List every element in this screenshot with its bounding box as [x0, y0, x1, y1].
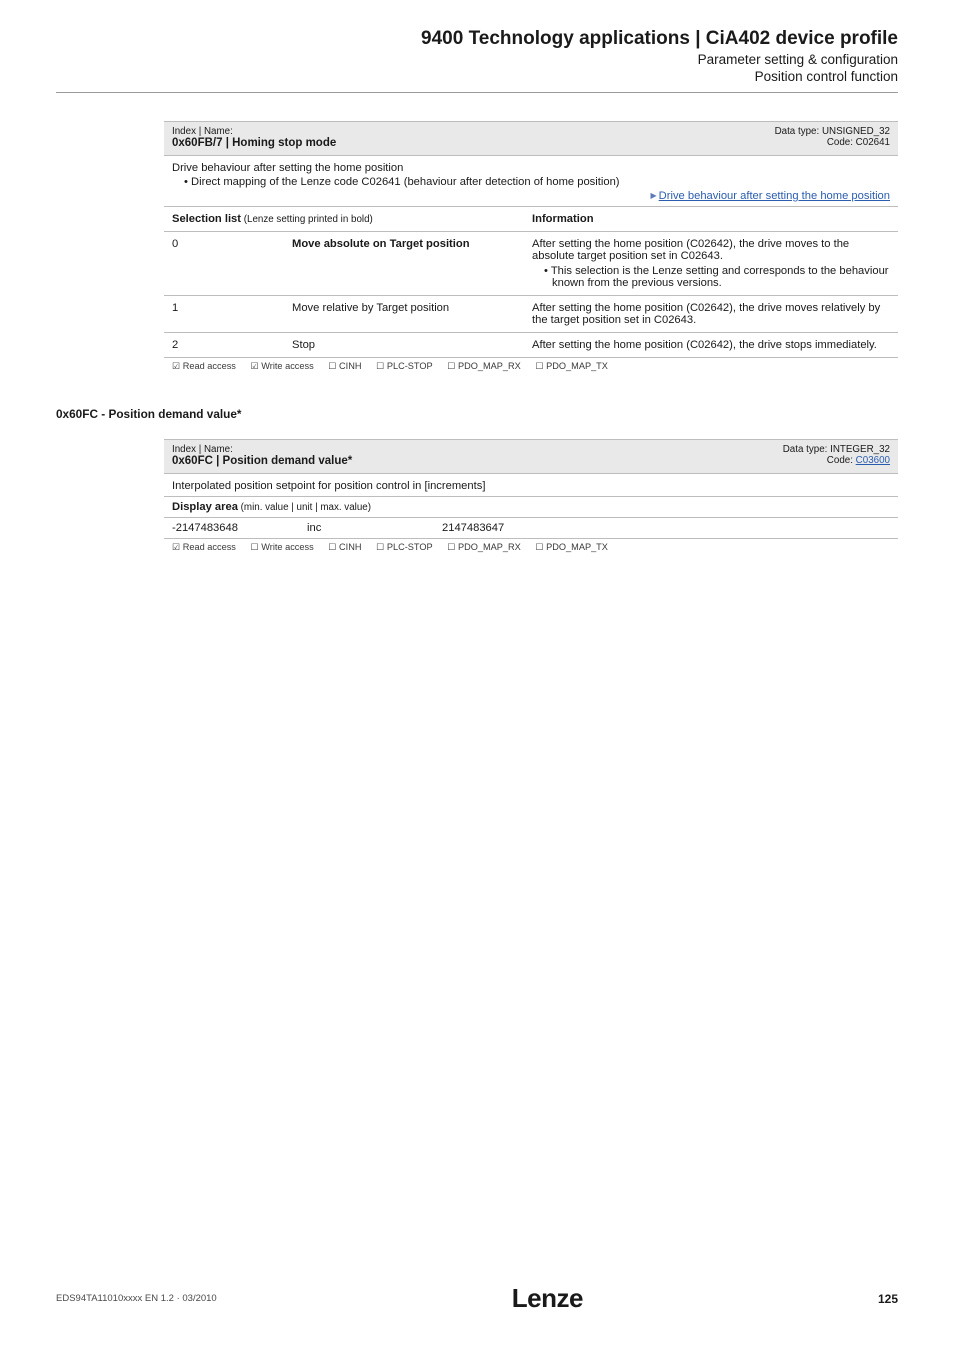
page-footer: EDS94TA11010xxxx EN 1.2 · 03/2010 Lenze …: [56, 1283, 898, 1314]
access-write: ☑ Write access: [250, 361, 313, 371]
param-head: Index | Name: 0x60FB/7 | Homing stop mod…: [164, 121, 898, 156]
code-row: Code: C03600: [783, 455, 890, 466]
min-value: -2147483648: [164, 518, 299, 539]
row-label: Stop: [284, 333, 524, 358]
table-row: -2147483648 inc 2147483647: [164, 518, 898, 539]
display-header: Display area (min. value | unit | max. v…: [164, 497, 569, 518]
table-row: 0 Move absolute on Target position After…: [164, 232, 898, 296]
selection-table: Selection list (Lenze setting printed in…: [164, 207, 898, 358]
selection-header: Selection list (Lenze setting printed in…: [164, 207, 524, 232]
empty-cell: [569, 518, 898, 539]
page-number: 125: [878, 1292, 898, 1306]
param-description: Drive behaviour after setting the home p…: [164, 156, 898, 207]
row-num: 2: [164, 333, 284, 358]
access-write: ☐ Write access: [250, 542, 313, 552]
desc-line: Drive behaviour after setting the home p…: [172, 162, 890, 174]
table-row: 2 Stop After setting the home position (…: [164, 333, 898, 358]
doc-subtitle-2: Position control function: [56, 69, 898, 84]
datatype: Data type: INTEGER_32: [783, 444, 890, 455]
page-header: 9400 Technology applications | CiA402 de…: [56, 28, 898, 93]
row-num: 1: [164, 296, 284, 333]
code: Code: C02641: [775, 137, 890, 148]
row-info: After setting the home position (C02642)…: [524, 333, 898, 358]
index-name: 0x60FC | Position demand value*: [172, 455, 352, 467]
access-plc: ☐ PLC-STOP: [376, 361, 433, 371]
triangle-icon: ▶: [651, 191, 657, 200]
access-cinh: ☐ CINH: [328, 361, 361, 371]
doc-subtitle-1: Parameter setting & configuration: [56, 52, 898, 67]
param-block-position-demand: Index | Name: 0x60FC | Position demand v…: [164, 439, 898, 556]
empty-header: [569, 497, 898, 518]
index-name: 0x60FB/7 | Homing stop mode: [172, 137, 336, 149]
access-row: ☑ Read access ☐ Write access ☐ CINH ☐ PL…: [164, 539, 898, 556]
index-label: Index | Name:: [172, 444, 352, 455]
display-table: Display area (min. value | unit | max. v…: [164, 497, 898, 539]
access-tx: ☐ PDO_MAP_TX: [535, 361, 608, 371]
table-row: 1 Move relative by Target position After…: [164, 296, 898, 333]
index-label: Index | Name:: [172, 126, 336, 137]
lenze-logo: Lenze: [512, 1283, 583, 1314]
header-rule: [56, 92, 898, 93]
access-read: ☑ Read access: [172, 542, 236, 552]
footer-doc-id: EDS94TA11010xxxx EN 1.2 · 03/2010: [56, 1293, 217, 1304]
access-cinh: ☐ CINH: [328, 542, 361, 552]
param-block-homing-stop-mode: Index | Name: 0x60FB/7 | Homing stop mod…: [164, 121, 898, 375]
behaviour-link[interactable]: Drive behaviour after setting the home p…: [659, 190, 890, 202]
access-read: ☑ Read access: [172, 361, 236, 371]
code-link[interactable]: C03600: [856, 455, 890, 466]
info-header: Information: [524, 207, 898, 232]
max-value: 2147483647: [434, 518, 569, 539]
datatype: Data type: UNSIGNED_32: [775, 126, 890, 137]
unit-value: inc: [299, 518, 434, 539]
table-header-row: Selection list (Lenze setting printed in…: [164, 207, 898, 232]
access-row: ☑ Read access ☑ Write access ☐ CINH ☐ PL…: [164, 358, 898, 375]
section-title: 0x60FC - Position demand value*: [56, 407, 898, 421]
row-info: After setting the home position (C02642)…: [524, 296, 898, 333]
doc-title: 9400 Technology applications | CiA402 de…: [56, 28, 898, 50]
access-rx: ☐ PDO_MAP_RX: [447, 361, 521, 371]
row-label: Move relative by Target position: [284, 296, 524, 333]
desc-bullet: • Direct mapping of the Lenze code C0264…: [180, 176, 890, 188]
param-description: Interpolated position setpoint for posit…: [164, 474, 898, 497]
row-label: Move absolute on Target position: [284, 232, 524, 296]
table-header-row: Display area (min. value | unit | max. v…: [164, 497, 898, 518]
access-tx: ☐ PDO_MAP_TX: [535, 542, 608, 552]
param-head: Index | Name: 0x60FC | Position demand v…: [164, 439, 898, 474]
row-info: After setting the home position (C02642)…: [524, 232, 898, 296]
access-plc: ☐ PLC-STOP: [376, 542, 433, 552]
row-num: 0: [164, 232, 284, 296]
desc-link-row: ▶Drive behaviour after setting the home …: [172, 190, 890, 202]
access-rx: ☐ PDO_MAP_RX: [447, 542, 521, 552]
